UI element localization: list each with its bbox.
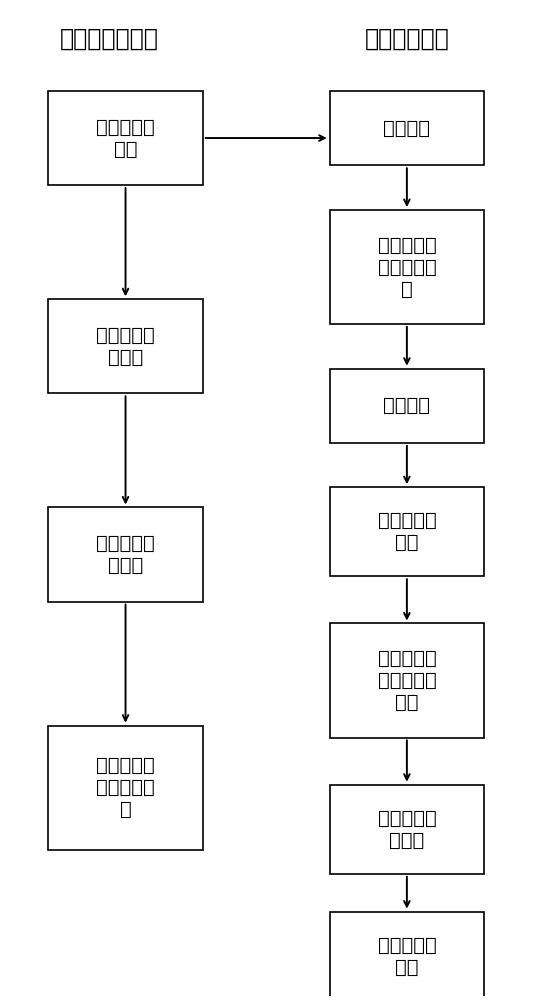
Text: 生产线工艺过程: 生产线工艺过程	[59, 27, 158, 51]
Text: 中值滤波: 中值滤波	[384, 396, 431, 415]
Bar	[330, 369, 484, 443]
Text: 图像处理方法: 图像处理方法	[365, 27, 449, 51]
Text: 烟叶自动加
热工序: 烟叶自动加 热工序	[96, 326, 155, 367]
Bar	[330, 487, 484, 576]
Bar	[330, 785, 484, 874]
Text: 显著性映射
并归一化处
理: 显著性映射 并归一化处 理	[377, 235, 436, 298]
Bar	[330, 912, 484, 1000]
Text: 图像细化提
出叶梗骨架
图像: 图像细化提 出叶梗骨架 图像	[377, 649, 436, 712]
Bar	[48, 91, 203, 185]
Bar	[330, 210, 484, 324]
Text: 红外叶梗信
息描述: 红外叶梗信 息描述	[377, 809, 436, 850]
Bar	[48, 726, 203, 850]
Text: 对图像进行
分割: 对图像进行 分割	[377, 511, 436, 552]
Bar	[330, 623, 484, 738]
Text: 红外热成像
仪对烟叶成
像: 红外热成像 仪对烟叶成 像	[96, 756, 155, 819]
Text: 烟叶自动冷
却工序: 烟叶自动冷 却工序	[96, 534, 155, 575]
Text: 计算叶中含
梗率: 计算叶中含 梗率	[377, 936, 436, 977]
Text: 将烟叶均匀
摊开: 将烟叶均匀 摊开	[96, 118, 155, 159]
Text: 高斯滤波: 高斯滤波	[384, 119, 431, 138]
Bar	[48, 299, 203, 393]
Bar	[330, 91, 484, 165]
Bar	[48, 507, 203, 602]
